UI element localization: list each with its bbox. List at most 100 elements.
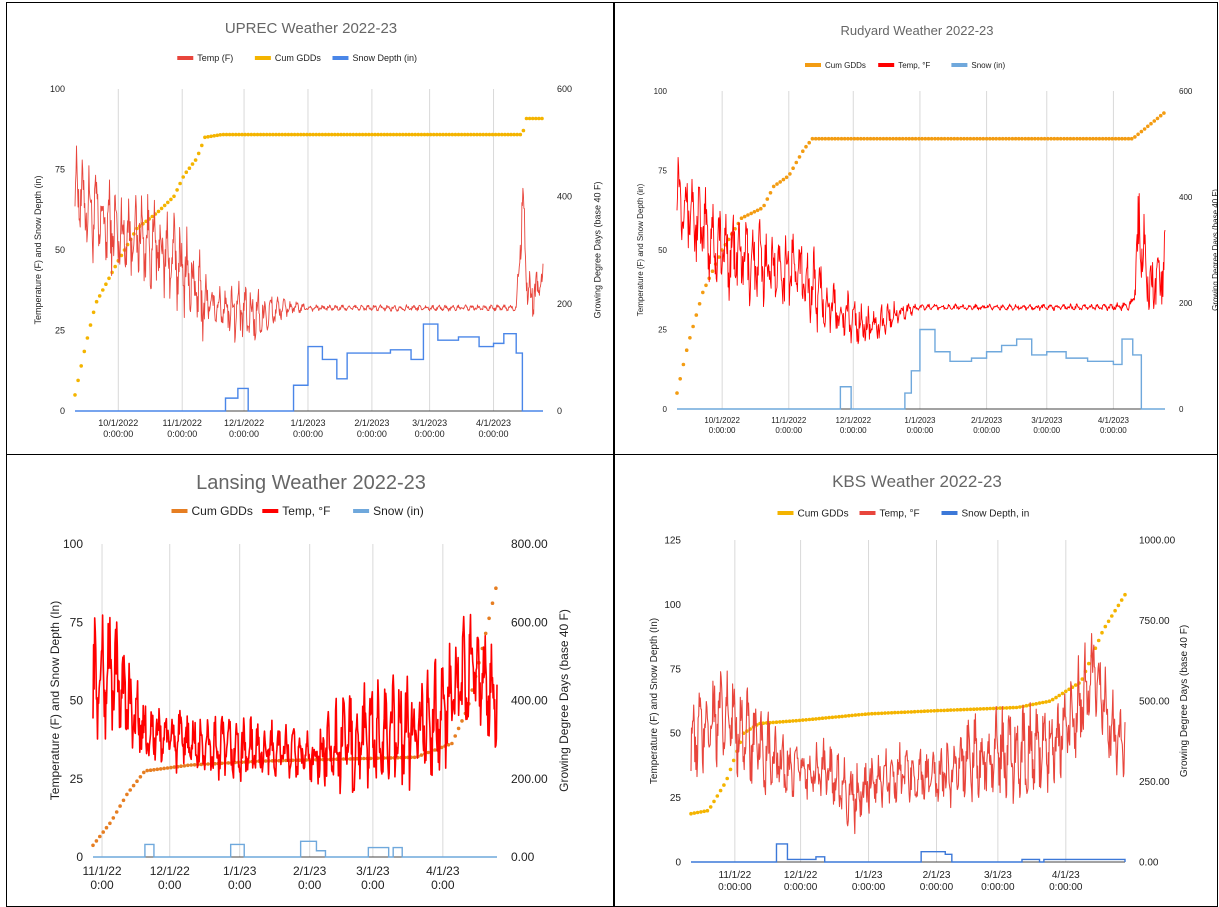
- series-temp-f: [676, 156, 1166, 345]
- y2-tick-label: 0.00: [511, 850, 535, 864]
- gdd-dot: [317, 132, 322, 137]
- gdd-dot: [181, 175, 185, 179]
- y2-tick-label: 0: [557, 406, 562, 416]
- gdd-dot: [172, 765, 177, 769]
- gdd-dot: [801, 149, 805, 153]
- gdd-dot: [863, 712, 868, 716]
- y-tick-label: 75: [70, 615, 84, 629]
- gdd-dot: [162, 766, 166, 771]
- gdd-dot: [701, 290, 705, 295]
- gdd-dot: [702, 809, 706, 814]
- y2-tick-label: 0.00: [1139, 858, 1159, 869]
- gdd-dot: [876, 711, 881, 716]
- gdd-dot: [1062, 136, 1066, 141]
- svg-text:2/1/23: 2/1/23: [293, 864, 327, 878]
- gdd-dot: [1096, 638, 1101, 643]
- gdd-dot: [942, 708, 946, 713]
- gdd-dot: [791, 719, 795, 723]
- gdd-dot: [949, 136, 953, 141]
- gdd-dot: [1113, 136, 1118, 141]
- gdd-dot: [1142, 127, 1147, 131]
- gdd-dot: [1029, 136, 1034, 141]
- y-tick-label: 75: [670, 664, 682, 675]
- svg-text:0:00:00: 0:00:00: [1100, 426, 1127, 435]
- gdd-dot: [888, 136, 892, 141]
- gdd-dot: [1036, 136, 1040, 141]
- gdd-dot: [945, 708, 950, 712]
- gdd-dot: [920, 136, 924, 141]
- gdd-dot: [333, 132, 337, 137]
- svg-text:3/1/2023: 3/1/2023: [412, 418, 447, 428]
- gdd-dot: [965, 707, 969, 712]
- gdd-dot: [988, 706, 992, 711]
- svg-text:0:00:00: 0:00:00: [784, 882, 818, 893]
- x-tick-label: 1/1/230:00: [223, 864, 257, 892]
- gdd-dot: [182, 764, 187, 768]
- gdd-dot: [363, 132, 368, 137]
- gdd-dot: [450, 132, 455, 137]
- gdd-dot: [755, 208, 760, 213]
- svg-text:0:00: 0:00: [228, 878, 252, 892]
- gdd-dot: [868, 136, 873, 141]
- gdd-dot: [271, 132, 275, 137]
- y-tick-label: 25: [670, 793, 682, 804]
- svg-text:0:00:00: 0:00:00: [775, 426, 802, 435]
- gdd-dot: [774, 720, 779, 724]
- gdd-dot: [788, 172, 792, 176]
- gdd-dot: [518, 132, 523, 137]
- gdd-dot: [746, 213, 750, 217]
- gdd-dot: [691, 324, 695, 329]
- y2-tick-label: 200: [1179, 299, 1193, 308]
- gdd-dot: [469, 132, 473, 137]
- gdd-dot: [778, 720, 782, 724]
- gdd-dot: [968, 707, 973, 712]
- gdd-dot: [1110, 614, 1114, 618]
- gdd-dot: [104, 825, 109, 830]
- gridlines: [117, 89, 495, 411]
- gdd-dot: [1042, 136, 1047, 141]
- gdd-dot: [804, 718, 808, 722]
- gdd-dot: [725, 776, 729, 781]
- gdd-dot: [942, 136, 947, 141]
- gdd-dot: [493, 132, 498, 137]
- gdd-dot: [218, 133, 223, 137]
- legend-label: Temp, °F: [880, 509, 920, 520]
- gdd-dot: [348, 132, 353, 137]
- gdd-dot: [810, 136, 815, 141]
- gdd-dot: [1049, 136, 1053, 141]
- gdd-dot: [410, 132, 414, 137]
- gdd-dot: [712, 799, 716, 804]
- gdd-dot: [871, 136, 876, 141]
- gdd-dot: [152, 768, 156, 772]
- gdd-dot: [836, 136, 840, 141]
- svg-text:0:00:00: 0:00:00: [920, 882, 954, 893]
- gdd-dot: [162, 203, 167, 208]
- gdd-dot: [775, 182, 779, 186]
- gdd-dot: [444, 132, 448, 137]
- gdd-dot: [314, 132, 319, 137]
- gdd-dot: [910, 136, 915, 141]
- gdd-dot: [1034, 702, 1038, 706]
- gdd-dot: [916, 709, 920, 714]
- gdd-dot: [837, 714, 841, 719]
- gdd-dot: [939, 708, 943, 713]
- gdd-dot: [433, 748, 437, 752]
- svg-text:11/1/22: 11/1/22: [82, 864, 121, 878]
- gdd-dot: [865, 136, 870, 141]
- gdd-dot: [991, 136, 995, 141]
- gdd-dot: [428, 132, 433, 137]
- gdd-dot: [817, 136, 821, 141]
- gdd-dot: [846, 136, 850, 141]
- gdd-dot: [255, 132, 260, 137]
- gdd-dot: [797, 718, 802, 723]
- gdd-dot: [329, 132, 334, 137]
- svg-text:2/1/2023: 2/1/2023: [971, 416, 1003, 425]
- gdd-dot: [373, 132, 377, 137]
- gdd-dot: [1068, 136, 1073, 141]
- svg-text:0:00:00: 0:00:00: [357, 429, 387, 439]
- gdd-dot: [360, 132, 365, 137]
- gdd-dot: [419, 132, 424, 137]
- gdd-dot: [958, 707, 963, 712]
